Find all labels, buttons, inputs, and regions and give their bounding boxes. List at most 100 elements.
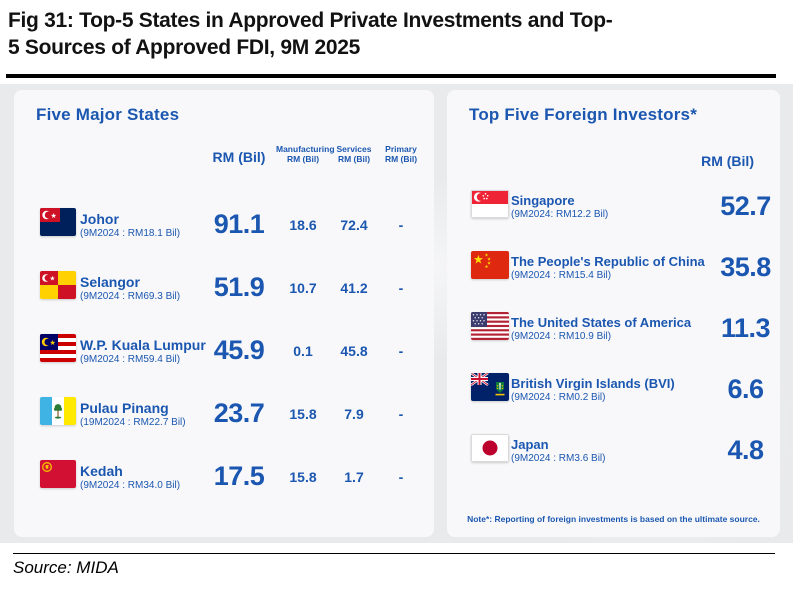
svg-text:★: ★ [50,275,56,283]
state-row-johor: ★ Johor (9M2024 : RM18.1 Bil) 91.1 18.6 … [14,193,434,256]
investor-name: Singapore [511,193,575,208]
figure-title-line2: 5 Sources of Approved FDI, 9M 2025 [8,36,360,59]
col-header-primary-line1: Primary [385,144,417,154]
state-primary-value: - [398,342,404,359]
state-total-value: 17.5 [213,461,265,491]
state-primary-value: - [398,405,404,422]
svg-text:★: ★ [485,264,490,269]
china-flag-icon: ★ ★ ★ ★ ★ [471,251,509,279]
state-manufacturing-value: 0.1 [293,342,313,359]
state-prior-value: (9M2024 : RM34.0 Bil) [80,479,181,491]
col-header-services-line2: RM (Bil) [337,154,371,165]
state-primary-value: - [398,279,404,296]
state-prior-value: (9M2024 : RM18.1 Bil) [80,227,181,239]
state-manufacturing-value: 18.6 [289,216,317,233]
investor-value: 35.8 [720,252,771,282]
investors-rows: Singapore (9M2024: RM12.2 Bil) 52.7 ★ ★ ★ ★… [447,176,780,481]
states-panel: Five Major States RM (Bil) Manufacturing… [14,90,434,537]
svg-text:★: ★ [487,261,492,266]
state-name: Pulau Pinang [80,399,169,416]
col-header-primary: Primary RM (Bil) [378,144,424,167]
selangor-flag-icon: ★ [40,271,76,299]
state-total-value: 45.9 [213,335,265,365]
col-header-primary-line2: RM (Bil) [384,154,418,165]
states-column-headers: RM (Bil) Manufacturing RM (Bil) Services… [14,144,434,167]
investor-name: The People's Republic of China [511,254,705,269]
investor-prior-value: (9M2024 : RM3.6 Bil) [511,453,606,464]
kedah-flag-icon [40,460,76,488]
state-services-value: 1.7 [344,468,364,485]
investor-value: 11.3 [720,313,771,343]
investor-value: 6.6 [727,374,764,404]
investor-prior-value: (9M2024 : RM0.2 Bil) [511,392,606,403]
svg-text:★: ★ [473,253,484,267]
figure-title-line1: Fig 31: Top-5 States in Approved Private… [8,9,613,32]
state-primary-value: - [398,216,404,233]
state-name: Johor [80,210,119,227]
state-total-value: 23.7 [213,398,265,428]
state-total-value: 51.9 [213,272,265,302]
state-prior-value: (9M2024 : RM59.4 Bil) [80,353,181,365]
investor-row-china: ★ ★ ★ ★ ★ The People's Republic of China (9M… [447,237,780,298]
state-name: Kedah [80,462,123,479]
state-prior-value: (9M2024 : RM69.3 Bil) [80,290,181,302]
state-manufacturing-value: 15.8 [289,405,317,422]
state-name: Selangor [80,273,140,290]
col-header-services-line1: Services [336,144,372,154]
col-header-manufacturing-line2: RM (Bil) [286,154,320,165]
col-header-total: RM (Bil) [212,149,266,166]
state-row-pulau-pinang: Pulau Pinang (19M2024 : RM22.7 Bil) 23.7… [14,382,434,445]
bvi-flag-icon [471,373,509,401]
investor-name: British Virgin Islands (BVI) [511,376,675,391]
col-header-services: Services RM (Bil) [330,144,378,167]
johor-flag-icon: ★ [40,208,76,236]
investor-prior-value: (9M2024 : RM10.9 Bil) [511,331,612,342]
state-total-value: 91.1 [213,209,265,239]
japan-flag-icon [471,434,509,462]
investor-name: The United States of America [511,315,692,330]
state-prior-value: (19M2024 : RM22.7 Bil) [80,416,186,428]
svg-text:★: ★ [487,257,492,262]
investor-value: 4.8 [727,435,764,465]
investor-name: Japan [511,437,549,452]
state-primary-value: - [398,468,404,485]
col-header-rm-bil: RM (Bil) [701,153,754,169]
svg-text:★: ★ [51,212,57,220]
figure-area: Five Major States RM (Bil) Manufacturing… [0,84,793,543]
states-rows: ★ Johor (9M2024 : RM18.1 Bil) 91.1 18.6 … [14,193,434,508]
source-text: Source: MIDA [13,558,119,577]
investor-row-singapore: Singapore (9M2024: RM12.2 Bil) 52.7 [447,176,780,237]
singapore-flag-icon [471,190,509,218]
svg-text:★: ★ [485,253,490,258]
investor-prior-value: (9M2024 : RM15.4 Bil) [511,270,612,281]
states-panel-title: Five Major States [36,105,180,124]
state-services-value: 41.2 [340,279,368,296]
investor-row-bvi: British Virgin Islands (BVI) (9M2024 : R… [447,359,780,420]
investor-row-usa: The United States of America (9M2024 : R… [447,298,780,359]
state-row-selangor: ★ Selangor (9M2024 : RM69.3 Bil) 51.9 10… [14,256,434,319]
investor-row-japan: Japan (9M2024 : RM3.6 Bil) 4.8 [447,420,780,481]
state-name: W.P. Kuala Lumpur [80,336,206,353]
investor-prior-value: (9M2024: RM12.2 Bil) [511,209,609,220]
state-manufacturing-value: 15.8 [289,468,317,485]
state-row-kedah: Kedah (9M2024 : RM34.0 Bil) 17.5 15.8 1.… [14,445,434,508]
title-underline [6,74,776,78]
investors-footnote: Note*: Reporting of foreign investments … [467,514,760,524]
svg-text:★: ★ [50,339,56,347]
state-manufacturing-value: 10.7 [289,279,317,296]
state-services-value: 7.9 [344,405,364,422]
kuala-lumpur-flag-icon: ★ [40,334,76,362]
pulau-pinang-flag-icon [40,397,76,425]
figure-title: Fig 31: Top-5 States in Approved Private… [0,0,793,61]
state-row-kuala-lumpur: ★ W.P. Kuala Lumpur (9M2024 : RM59.4 Bil… [14,319,434,382]
investors-panel-title: Top Five Foreign Investors* [469,105,698,124]
col-header-manufacturing: Manufacturing RM (Bil) [276,144,335,167]
state-services-value: 45.8 [340,342,368,359]
investor-value: 52.7 [720,191,771,221]
col-header-manufacturing-line1: Manufacturing [276,144,335,154]
usa-flag-icon [471,312,509,340]
investors-panel: Top Five Foreign Investors* RM (Bil) Sin… [447,90,780,537]
source-divider [13,553,775,554]
state-services-value: 72.4 [340,216,368,233]
